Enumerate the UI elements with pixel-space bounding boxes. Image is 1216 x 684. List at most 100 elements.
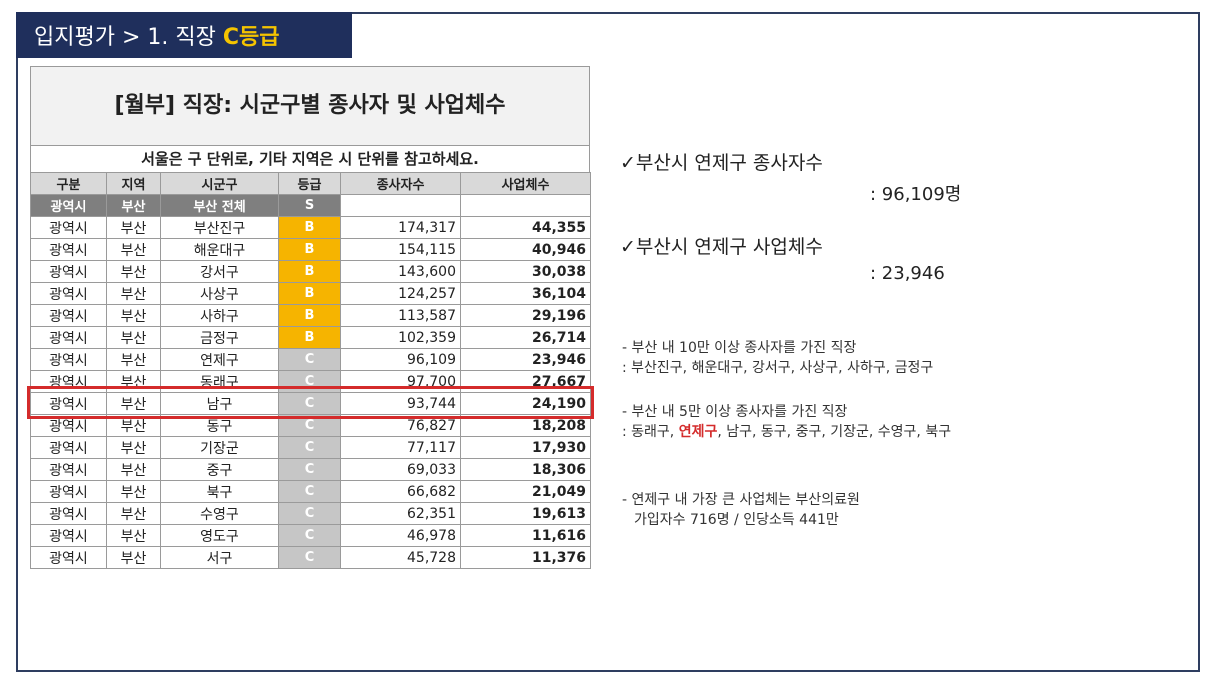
cell-type: 광역시 bbox=[30, 392, 107, 415]
cell-grade: C bbox=[278, 348, 341, 371]
cell-grade: C bbox=[278, 502, 341, 525]
cell-type: 광역시 bbox=[30, 326, 107, 349]
cell-businesses: 24,190 bbox=[460, 392, 591, 415]
note-50k-list-post: , 남구, 동구, 중구, 기장군, 수영구, 북구 bbox=[717, 424, 952, 440]
title-grade: C등급 bbox=[222, 25, 280, 50]
table-row: 광역시 부산 북구 C 66,682 21,049 bbox=[30, 480, 591, 503]
cell-businesses: 30,038 bbox=[460, 260, 591, 283]
cell-workers: 154,115 bbox=[340, 238, 461, 261]
cell-region: 부산 bbox=[106, 260, 161, 283]
cell-grade: B bbox=[278, 282, 341, 305]
cell-workers: 77,117 bbox=[340, 436, 461, 459]
cell-businesses: 44,355 bbox=[460, 216, 591, 239]
col-header-region: 지역 bbox=[106, 172, 161, 195]
table-row: 광역시 부산 강서구 B 143,600 30,038 bbox=[30, 260, 591, 283]
cell-district: 서구 bbox=[160, 546, 279, 569]
cell-district: 연제구 bbox=[160, 348, 279, 371]
table-row: 광역시 부산 동래구 C 97,700 27,667 bbox=[30, 370, 591, 393]
table-title: [월부] 직장: 시군구별 종사자 및 사업체수 bbox=[30, 66, 590, 146]
cell-businesses: 18,208 bbox=[460, 414, 591, 437]
cell-workers: 93,744 bbox=[340, 392, 461, 415]
cell-businesses: 26,714 bbox=[460, 326, 591, 349]
note-largest-business: - 연제구 내 가장 큰 사업체는 부산의료원 가입자수 716명 / 인당소득… bbox=[622, 490, 860, 530]
cell-region: 부산 bbox=[106, 480, 161, 503]
cell-workers: 66,682 bbox=[340, 480, 461, 503]
cell-grade: B bbox=[278, 238, 341, 261]
cell-businesses: 29,196 bbox=[460, 304, 591, 327]
table-row: 광역시 부산 사상구 B 124,257 36,104 bbox=[30, 282, 591, 305]
cell-district: 금정구 bbox=[160, 326, 279, 349]
cell-businesses: 11,616 bbox=[460, 524, 591, 547]
col-header-workers: 종사자수 bbox=[340, 172, 461, 195]
cell-district: 부산 전체 bbox=[160, 194, 279, 217]
table-row: 광역시 부산 동구 C 76,827 18,208 bbox=[30, 414, 591, 437]
cell-region: 부산 bbox=[106, 326, 161, 349]
col-header-district: 시군구 bbox=[160, 172, 279, 195]
workers-label: ✓부산시 연제구 종사자수 bbox=[620, 152, 823, 174]
cell-workers: 76,827 bbox=[340, 414, 461, 437]
col-header-grade: 등급 bbox=[278, 172, 341, 195]
workers-value: : 96,109명 bbox=[870, 184, 962, 205]
cell-grade: C bbox=[278, 546, 341, 569]
cell-workers: 113,587 bbox=[340, 304, 461, 327]
cell-workers: 46,978 bbox=[340, 524, 461, 547]
cell-workers: 143,600 bbox=[340, 260, 461, 283]
cell-businesses: 36,104 bbox=[460, 282, 591, 305]
cell-grade: C bbox=[278, 480, 341, 503]
title-prefix: 입지평가 > 1. 직장 bbox=[34, 25, 223, 50]
note-100k-list: : 부산진구, 해운대구, 강서구, 사상구, 사하구, 금정구 bbox=[622, 360, 934, 376]
cell-district: 강서구 bbox=[160, 260, 279, 283]
cell-region: 부산 bbox=[106, 524, 161, 547]
cell-grade: C bbox=[278, 458, 341, 481]
table-row: 광역시 부산 중구 C 69,033 18,306 bbox=[30, 458, 591, 481]
district-table: 구분 지역 시군구 등급 종사자수 사업체수 광역시 부산 부산 전체 S 광역… bbox=[30, 172, 591, 569]
cell-workers: 96,109 bbox=[340, 348, 461, 371]
cell-region: 부산 bbox=[106, 502, 161, 525]
cell-region: 부산 bbox=[106, 546, 161, 569]
cell-region: 부산 bbox=[106, 238, 161, 261]
cell-type: 광역시 bbox=[30, 480, 107, 503]
cell-grade: C bbox=[278, 370, 341, 393]
col-header-businesses: 사업체수 bbox=[460, 172, 591, 195]
cell-type: 광역시 bbox=[30, 502, 107, 525]
businesses-value: : 23,946 bbox=[870, 263, 945, 284]
cell-grade: B bbox=[278, 216, 341, 239]
table-row: 광역시 부산 연제구 C 96,109 23,946 bbox=[30, 348, 591, 371]
cell-region: 부산 bbox=[106, 282, 161, 305]
cell-district: 해운대구 bbox=[160, 238, 279, 261]
cell-district: 사상구 bbox=[160, 282, 279, 305]
cell-businesses: 21,049 bbox=[460, 480, 591, 503]
table-row: 광역시 부산 금정구 B 102,359 26,714 bbox=[30, 326, 591, 349]
cell-region: 부산 bbox=[106, 304, 161, 327]
cell-grade: C bbox=[278, 414, 341, 437]
cell-grade: B bbox=[278, 260, 341, 283]
table-note: 서울은 구 단위로, 기타 지역은 시 단위를 참고하세요. bbox=[30, 146, 590, 172]
cell-businesses: 19,613 bbox=[460, 502, 591, 525]
table-row: 광역시 부산 서구 C 45,728 11,376 bbox=[30, 546, 591, 569]
table-row: 광역시 부산 기장군 C 77,117 17,930 bbox=[30, 436, 591, 459]
cell-type: 광역시 bbox=[30, 304, 107, 327]
cell-businesses bbox=[460, 194, 591, 217]
note-50k-list: : 동래구, 연제구, 남구, 동구, 중구, 기장군, 수영구, 북구 bbox=[622, 422, 951, 442]
cell-region: 부산 bbox=[106, 348, 161, 371]
cell-workers: 174,317 bbox=[340, 216, 461, 239]
cell-region: 부산 bbox=[106, 392, 161, 415]
note-100k: - 부산 내 10만 이상 종사자를 가진 직장 : 부산진구, 해운대구, 강… bbox=[622, 338, 933, 378]
cell-district: 중구 bbox=[160, 458, 279, 481]
cell-workers: 45,728 bbox=[340, 546, 461, 569]
table-row: 광역시 부산 영도구 C 46,978 11,616 bbox=[30, 524, 591, 547]
cell-type: 광역시 bbox=[30, 370, 107, 393]
cell-type: 광역시 bbox=[30, 260, 107, 283]
table-total-row: 광역시 부산 부산 전체 S bbox=[30, 194, 591, 217]
cell-type: 광역시 bbox=[30, 194, 107, 217]
cell-type: 광역시 bbox=[30, 458, 107, 481]
cell-workers: 69,033 bbox=[340, 458, 461, 481]
cell-grade: B bbox=[278, 304, 341, 327]
cell-region: 부산 bbox=[106, 414, 161, 437]
cell-region: 부산 bbox=[106, 370, 161, 393]
cell-workers: 102,359 bbox=[340, 326, 461, 349]
cell-businesses: 11,376 bbox=[460, 546, 591, 569]
note-100k-title: - 부산 내 10만 이상 종사자를 가진 직장 bbox=[622, 340, 857, 356]
cell-district: 동래구 bbox=[160, 370, 279, 393]
table-row: 광역시 부산 수영구 C 62,351 19,613 bbox=[30, 502, 591, 525]
